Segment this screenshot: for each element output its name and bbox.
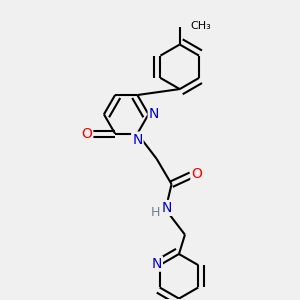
Text: N: N — [152, 257, 162, 271]
Text: CH₃: CH₃ — [190, 21, 211, 31]
Text: O: O — [191, 167, 202, 181]
Text: N: N — [149, 107, 159, 121]
Text: N: N — [132, 133, 142, 147]
Text: N: N — [162, 201, 172, 215]
Text: O: O — [81, 127, 92, 141]
Text: H: H — [151, 206, 160, 219]
